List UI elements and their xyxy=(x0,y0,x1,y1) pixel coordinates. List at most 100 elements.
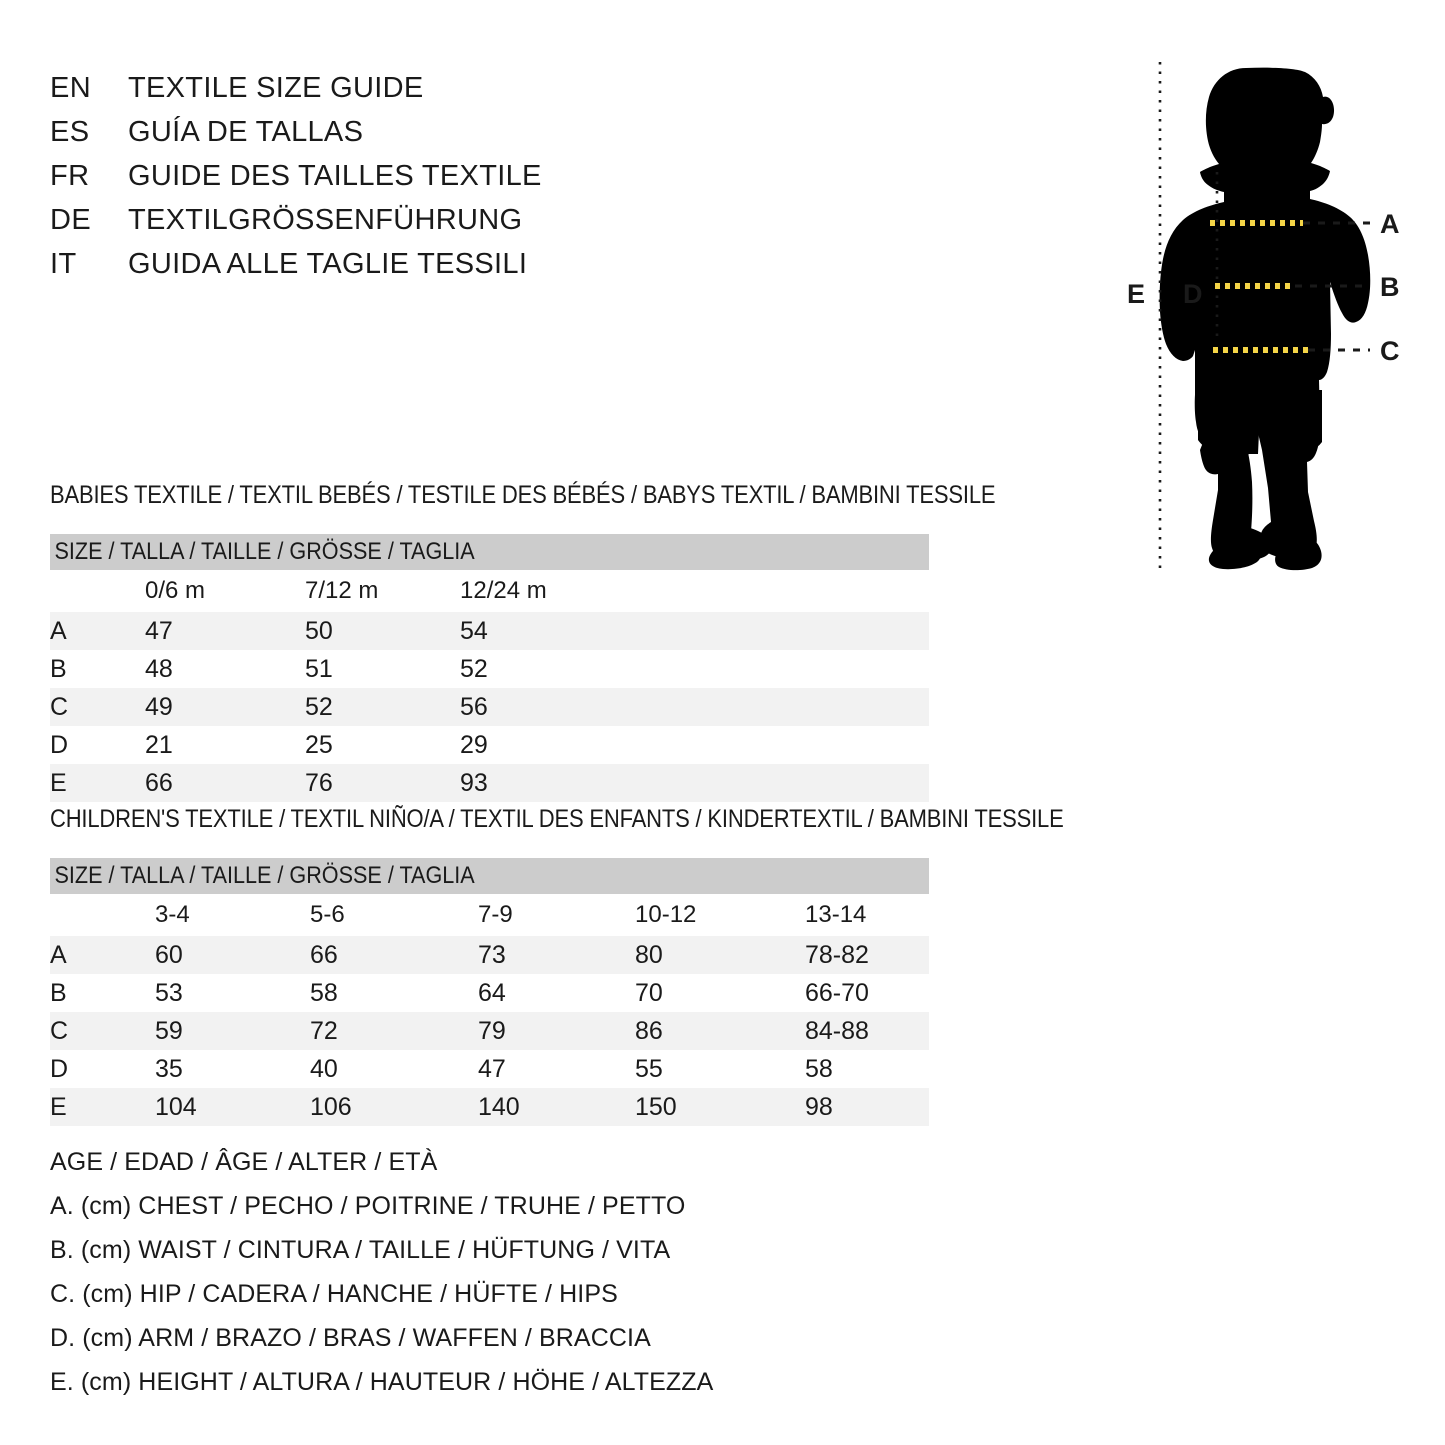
babies-header-bar-label: SIZE / TALLA / TAILLE / GRÖSSE / TAGLIA xyxy=(54,538,475,565)
children-col-1: 5-6 xyxy=(310,894,478,936)
children-d-1: 40 xyxy=(310,1050,478,1088)
legend-line-e-height: E. (cm) HEIGHT / ALTURA / HAUTEUR / HÖHE… xyxy=(50,1368,714,1396)
children-corner-cell xyxy=(50,894,155,936)
babies-e-0: 66 xyxy=(145,764,305,802)
children-size-table: SIZE / TALLA / TAILLE / GRÖSSE / TAGLIA … xyxy=(50,858,930,1126)
children-e-4: 98 xyxy=(805,1088,930,1126)
figure-label-a: A xyxy=(1380,209,1400,239)
legend-line-b-waist: B. (cm) WAIST / CINTURA / TAILLE / HÜFTU… xyxy=(50,1236,671,1264)
babies-c-0: 49 xyxy=(145,688,305,726)
title-text-fr: GUIDE DES TAILLES TEXTILE xyxy=(128,160,542,192)
babies-row-label-b: B xyxy=(50,650,145,688)
children-a-0: 60 xyxy=(155,936,310,974)
figure-label-b: B xyxy=(1380,272,1400,302)
children-table-header-bar: SIZE / TALLA / TAILLE / GRÖSSE / TAGLIA xyxy=(50,858,930,894)
babies-a-2: 54 xyxy=(460,612,930,650)
babies-section-heading: BABIES TEXTILE / TEXTIL BEBÉS / TESTILE … xyxy=(50,481,996,509)
size-guide-title-block: EN TEXTILE SIZE GUIDE ES GUÍA DE TALLAS … xyxy=(50,72,670,292)
children-column-headers: 3-4 5-6 7-9 10-12 13-14 xyxy=(50,894,930,936)
title-text-en: TEXTILE SIZE GUIDE xyxy=(128,72,424,104)
babies-d-2: 29 xyxy=(460,726,930,764)
babies-a-1: 50 xyxy=(305,612,460,650)
title-lang-fr: FR xyxy=(50,160,90,192)
children-d-4: 58 xyxy=(805,1050,930,1088)
babies-e-2: 93 xyxy=(460,764,930,802)
title-lang-en: EN xyxy=(50,72,92,104)
measurement-figure-diagram: A B C D E xyxy=(1050,50,1445,580)
children-d-3: 55 xyxy=(635,1050,805,1088)
legend-line-age: AGE / EDAD / ÂGE / ALTER / ETÀ xyxy=(50,1148,438,1176)
children-col-2: 7-9 xyxy=(478,894,635,936)
children-c-4: 84-88 xyxy=(805,1012,930,1050)
table-row: C 49 52 56 xyxy=(50,688,930,726)
babies-c-2: 56 xyxy=(460,688,930,726)
babies-col-0: 0/6 m xyxy=(145,570,305,612)
title-text-de: TEXTILGRÖSSENFÜHRUNG xyxy=(128,204,523,236)
figure-label-e: E xyxy=(1127,279,1145,309)
title-text-es: GUÍA DE TALLAS xyxy=(128,116,364,148)
legend-line-d-arm: D. (cm) ARM / BRAZO / BRAS / WAFFEN / BR… xyxy=(50,1324,651,1352)
table-row: A 60 66 73 80 78-82 xyxy=(50,936,930,974)
children-c-2: 79 xyxy=(478,1012,635,1050)
children-b-4: 66-70 xyxy=(805,974,930,1012)
children-d-0: 35 xyxy=(155,1050,310,1088)
table-row: B 53 58 64 70 66-70 xyxy=(50,974,930,1012)
children-e-0: 104 xyxy=(155,1088,310,1126)
children-e-3: 150 xyxy=(635,1088,805,1126)
babies-a-0: 47 xyxy=(145,612,305,650)
babies-e-1: 76 xyxy=(305,764,460,802)
legend-line-a-chest: A. (cm) CHEST / PECHO / POITRINE / TRUHE… xyxy=(50,1192,686,1220)
children-row-label-a: A xyxy=(50,936,155,974)
table-row: C 59 72 79 86 84-88 xyxy=(50,1012,930,1050)
children-b-2: 64 xyxy=(478,974,635,1012)
title-row-de: DE TEXTILGRÖSSENFÜHRUNG xyxy=(50,204,670,248)
babies-row-label-d: D xyxy=(50,726,145,764)
babies-row-label-c: C xyxy=(50,688,145,726)
table-row: E 104 106 140 150 98 xyxy=(50,1088,930,1126)
children-c-3: 86 xyxy=(635,1012,805,1050)
babies-column-headers: 0/6 m 7/12 m 12/24 m xyxy=(50,570,930,612)
children-c-0: 59 xyxy=(155,1012,310,1050)
babies-row-label-e: E xyxy=(50,764,145,802)
children-col-0: 3-4 xyxy=(155,894,310,936)
table-row: A 47 50 54 xyxy=(50,612,930,650)
children-col-4: 13-14 xyxy=(805,894,930,936)
title-row-it: IT GUIDA ALLE TAGLIE TESSILI xyxy=(50,248,670,292)
table-row: D 35 40 47 55 58 xyxy=(50,1050,930,1088)
children-c-1: 72 xyxy=(310,1012,478,1050)
table-row: B 48 51 52 xyxy=(50,650,930,688)
figure-label-c: C xyxy=(1380,336,1400,366)
babies-d-1: 25 xyxy=(305,726,460,764)
babies-table-header-bar: SIZE / TALLA / TAILLE / GRÖSSE / TAGLIA xyxy=(50,534,930,570)
title-row-es: ES GUÍA DE TALLAS xyxy=(50,116,670,160)
children-a-4: 78-82 xyxy=(805,936,930,974)
babies-b-2: 52 xyxy=(460,650,930,688)
child-silhouette-icon xyxy=(1159,67,1371,571)
children-e-2: 140 xyxy=(478,1088,635,1126)
title-text-it: GUIDA ALLE TAGLIE TESSILI xyxy=(128,248,528,280)
children-row-label-c: C xyxy=(50,1012,155,1050)
children-section-heading: CHILDREN'S TEXTILE / TEXTIL NIÑO/A / TEX… xyxy=(50,805,1064,833)
babies-col-2: 12/24 m xyxy=(460,570,930,612)
children-textile-section: CHILDREN'S TEXTILE / TEXTIL NIÑO/A / TEX… xyxy=(50,802,1210,1126)
children-row-label-b: B xyxy=(50,974,155,1012)
babies-row-label-a: A xyxy=(50,612,145,650)
children-a-3: 80 xyxy=(635,936,805,974)
title-lang-de: DE xyxy=(50,204,92,236)
children-col-3: 10-12 xyxy=(635,894,805,936)
table-row: E 66 76 93 xyxy=(50,764,930,802)
babies-b-0: 48 xyxy=(145,650,305,688)
children-d-2: 47 xyxy=(478,1050,635,1088)
children-a-1: 66 xyxy=(310,936,478,974)
children-row-label-d: D xyxy=(50,1050,155,1088)
babies-d-0: 21 xyxy=(145,726,305,764)
babies-size-table: SIZE / TALLA / TAILLE / GRÖSSE / TAGLIA … xyxy=(50,534,930,802)
children-header-bar-label: SIZE / TALLA / TAILLE / GRÖSSE / TAGLIA xyxy=(54,862,475,889)
babies-corner-cell xyxy=(50,570,145,612)
babies-textile-section: BABIES TEXTILE / TEXTIL BEBÉS / TESTILE … xyxy=(50,478,1210,802)
title-lang-it: IT xyxy=(50,248,77,280)
babies-col-1: 7/12 m xyxy=(305,570,460,612)
children-a-2: 73 xyxy=(478,936,635,974)
babies-b-1: 51 xyxy=(305,650,460,688)
figure-label-d: D xyxy=(1183,279,1203,309)
